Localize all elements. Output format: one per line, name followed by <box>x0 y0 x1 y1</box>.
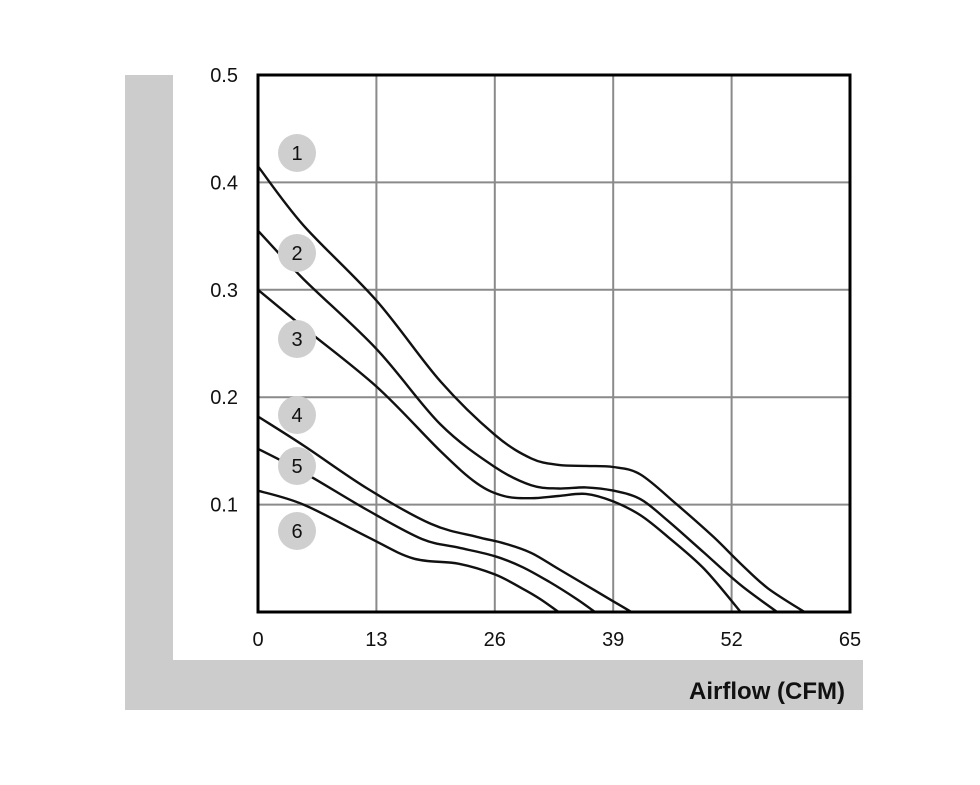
x-tick-labels: 0 13 26 39 52 65 <box>252 629 861 651</box>
x-tick-label: 52 <box>720 629 742 651</box>
badge-circle <box>278 234 316 272</box>
badge-circle <box>278 134 316 172</box>
badge-circle <box>278 320 316 358</box>
y-tick-labels: 0.1 0.2 0.3 0.4 0.5 <box>210 65 238 517</box>
y-tick-label: 0.2 <box>210 387 238 409</box>
series-line-5 <box>257 447 596 613</box>
plot-frame <box>256 73 852 614</box>
x-tick-label: 26 <box>484 629 506 651</box>
series-line-4 <box>257 415 633 614</box>
badge-circle <box>278 512 316 550</box>
curve-badge-5: 5 <box>278 447 316 485</box>
series-line-1 <box>257 165 806 614</box>
badge-label: 2 <box>291 243 302 265</box>
badge-label: 6 <box>291 521 302 543</box>
y-tick-label: 0.1 <box>210 495 238 517</box>
series-lines <box>257 165 806 614</box>
x-tick-label: 13 <box>365 629 387 651</box>
y-tick-label: 0.5 <box>210 65 238 87</box>
badge-circle <box>278 396 316 434</box>
curve-badges: 1 2 3 4 5 6 <box>278 134 316 550</box>
badge-circle <box>278 447 316 485</box>
x-tick-label: 0 <box>252 629 263 651</box>
x-axis-label: Airflow (CFM) <box>689 678 845 705</box>
plot-panel <box>173 75 863 660</box>
series-line-3 <box>257 288 742 613</box>
badge-label: 3 <box>291 329 302 351</box>
badge-label: 4 <box>291 405 302 427</box>
series-line-2 <box>257 229 778 613</box>
curve-badge-2: 2 <box>278 234 316 272</box>
curve-badge-1: 1 <box>278 134 316 172</box>
x-tick-label: 65 <box>839 629 861 651</box>
y-tick-label: 0.4 <box>210 172 238 194</box>
series-line-6 <box>257 489 560 613</box>
x-tick-label: 39 <box>602 629 624 651</box>
curve-badge-4: 4 <box>278 396 316 434</box>
badge-label: 1 <box>291 143 302 165</box>
curve-badge-3: 3 <box>278 320 316 358</box>
y-tick-label: 0.3 <box>210 280 238 302</box>
badge-label: 5 <box>291 456 302 478</box>
curve-badge-6: 6 <box>278 512 316 550</box>
